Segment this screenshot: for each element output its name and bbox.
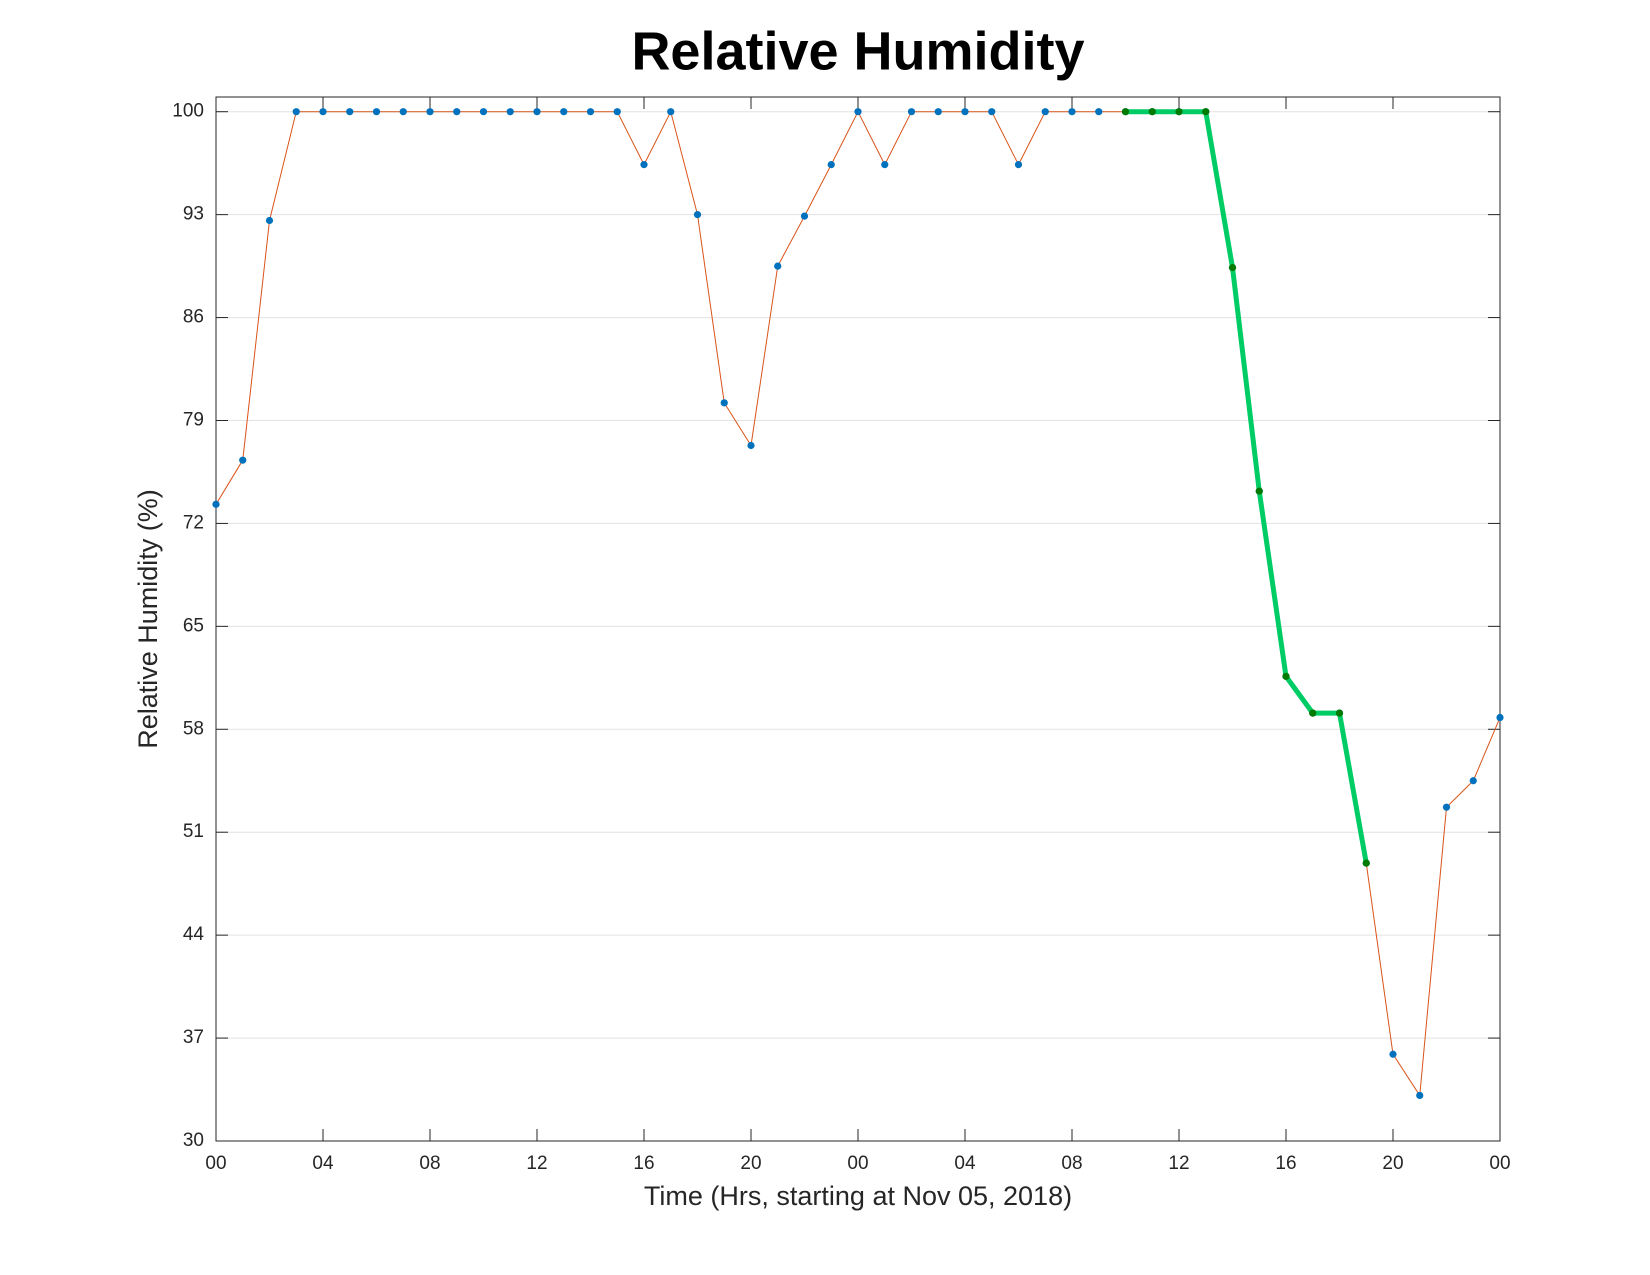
y-tick-label: 86	[183, 307, 204, 328]
x-tick-label: 00	[205, 1153, 226, 1174]
data-point	[1469, 777, 1477, 785]
data-point	[693, 211, 702, 219]
data-point	[800, 212, 809, 220]
y-tick-label: 44	[183, 924, 205, 945]
data-point	[1228, 263, 1237, 272]
x-tick-label: 16	[1275, 1153, 1296, 1174]
data-point	[239, 456, 247, 464]
data-line	[1125, 109, 1369, 864]
y-tick-label: 30	[183, 1130, 204, 1151]
data-point	[1255, 487, 1263, 495]
y-tick-label: 100	[172, 101, 204, 122]
data-point	[774, 262, 782, 270]
x-axis-label: Time (Hrs, starting at Nov 05, 2018)	[644, 1181, 1072, 1211]
data-point	[1014, 161, 1023, 169]
data-point	[1309, 709, 1317, 717]
y-tick-label: 72	[183, 512, 204, 533]
y-axis-label: Relative Humidity (%)	[133, 489, 163, 749]
data-point	[1496, 713, 1504, 722]
data-point	[854, 108, 862, 116]
data-point	[372, 108, 381, 116]
data-point	[907, 108, 916, 116]
data-point	[533, 108, 541, 116]
data-point	[453, 108, 461, 116]
x-tick-label: 20	[740, 1153, 761, 1174]
data-point	[1068, 108, 1076, 116]
data-point	[667, 108, 675, 116]
x-tick-label: 04	[954, 1153, 976, 1174]
y-tick-label: 79	[183, 410, 204, 431]
data-point	[747, 441, 755, 450]
data-point	[640, 161, 648, 169]
data-point	[265, 216, 274, 225]
x-tick-label: 08	[419, 1153, 440, 1174]
x-tick-label: 12	[1168, 1153, 1189, 1174]
data-point	[292, 108, 300, 116]
y-tick-label: 37	[183, 1027, 204, 1048]
data-point	[1282, 672, 1290, 680]
data-point	[881, 161, 889, 169]
data-point	[319, 108, 327, 116]
data-point	[1362, 859, 1370, 867]
y-tick-label: 51	[183, 821, 204, 842]
data-point	[560, 108, 568, 116]
data-point	[1389, 1050, 1397, 1058]
data-point	[1416, 1091, 1424, 1100]
x-tick-label: 20	[1382, 1153, 1403, 1174]
x-tick-label: 12	[526, 1153, 547, 1174]
data-point	[426, 108, 434, 116]
data-point	[399, 108, 407, 116]
data-point	[1335, 709, 1344, 717]
y-tick-label: 58	[183, 718, 204, 739]
data-point	[961, 108, 969, 116]
data-point	[479, 108, 488, 116]
data-point	[934, 108, 942, 116]
y-tick-label: 65	[183, 615, 204, 636]
data-point	[1095, 108, 1103, 116]
data-point	[720, 399, 728, 407]
x-tick-label: 04	[312, 1153, 334, 1174]
data-point	[1202, 108, 1210, 116]
plot-frame	[215, 96, 1501, 1142]
data-point	[1175, 108, 1183, 116]
chart-title: Relative Humidity	[631, 21, 1084, 81]
data-point	[1442, 803, 1451, 811]
data-point	[1121, 108, 1130, 116]
x-tick-label: 16	[633, 1153, 654, 1174]
data-point	[988, 108, 996, 116]
data-point	[212, 500, 220, 508]
data-point	[346, 108, 354, 116]
data-point	[827, 161, 835, 169]
x-tick-label: 00	[1489, 1153, 1510, 1174]
data-point	[1041, 108, 1049, 116]
y-tick-label: 93	[183, 204, 204, 225]
x-tick-label: 00	[847, 1153, 868, 1174]
data-point	[1148, 108, 1156, 116]
data-point	[586, 108, 595, 116]
x-tick-label: 08	[1061, 1153, 1082, 1174]
data-point	[613, 108, 621, 116]
data-point	[506, 108, 514, 116]
